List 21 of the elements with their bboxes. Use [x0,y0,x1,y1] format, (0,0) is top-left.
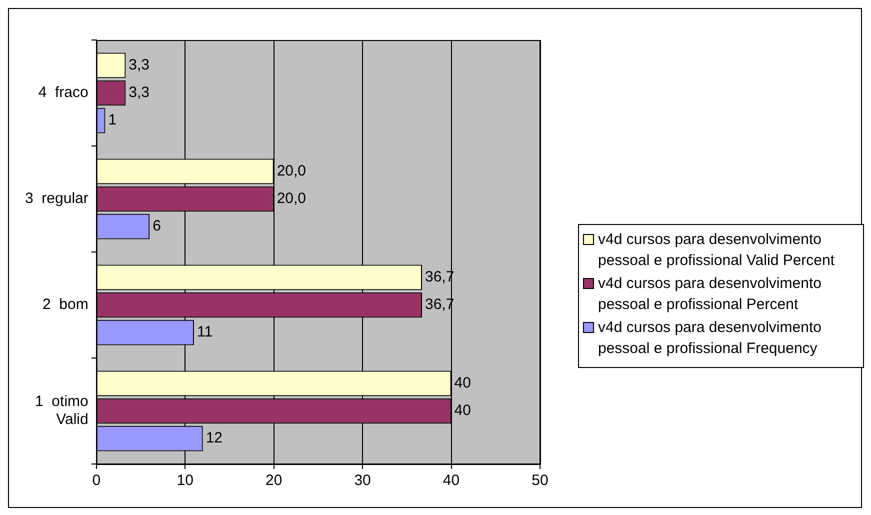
y-tick-label: 1 otimo Valid [35,393,88,428]
data-label: 1 [108,112,117,129]
data-label: 20,0 [276,190,306,208]
data-label: 20,0 [276,162,306,180]
data-label: 12 [206,430,223,447]
x-tick-label: 30 [354,472,371,490]
y-tick-label: 3 regular [24,190,88,208]
y-tick-label: 4 fraco [38,84,88,102]
y-tick-label: 2 bom [42,296,88,314]
data-label: 40 [454,374,471,392]
data-label: 3,3 [128,84,150,102]
x-tick-label: 40 [442,472,460,490]
x-tick-label: 10 [176,472,194,490]
data-label: 40 [454,402,471,420]
x-tick-label: 20 [265,472,282,490]
x-tick-label: 50 [532,472,548,490]
x-tick-label: 0 [92,472,101,490]
data-label: 3,3 [128,56,150,74]
data-label: 6 [152,218,161,235]
data-label: 11 [196,324,213,341]
legend-label: v4d cursos para desenvolvimento pessoal e profissional Frequency [598,318,822,359]
